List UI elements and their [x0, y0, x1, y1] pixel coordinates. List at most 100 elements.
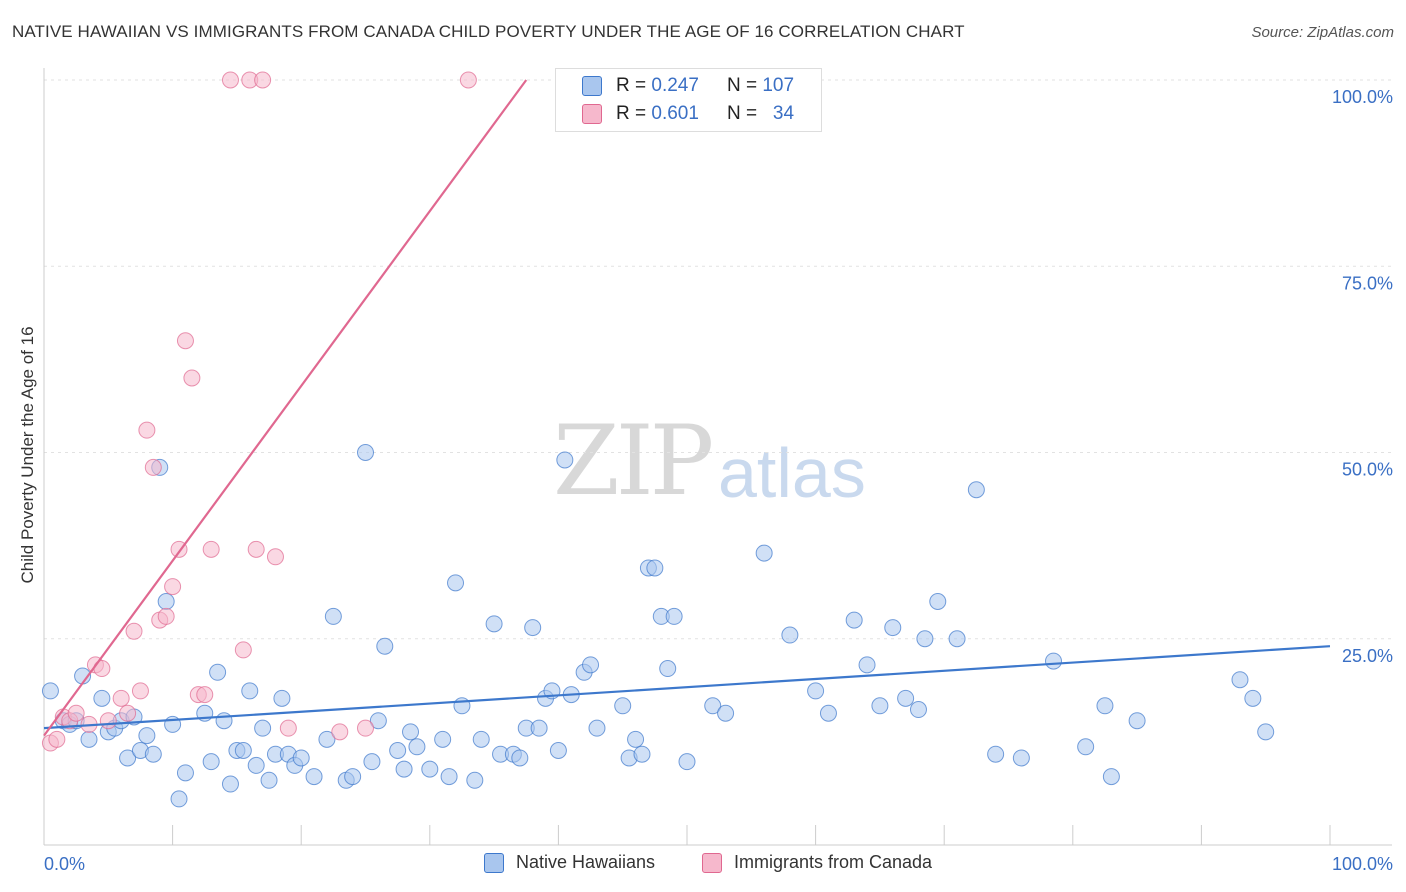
- data-point-native-hawaiians: [948, 630, 966, 648]
- legend-n-value: 34: [772, 103, 795, 124]
- data-point-native-hawaiians: [1012, 749, 1030, 767]
- data-point-native-hawaiians: [1096, 697, 1114, 715]
- data-point-native-hawaiians: [434, 730, 452, 748]
- data-point-native-hawaiians: [215, 712, 233, 730]
- data-point-native-hawaiians: [646, 559, 664, 577]
- data-point-native-hawaiians: [234, 742, 252, 759]
- data-point-native-hawaiians: [987, 745, 1005, 763]
- data-point-native-hawaiians: [717, 704, 735, 722]
- data-point-native-hawaiians: [292, 749, 310, 767]
- data-point-immigrants-from-canada: [254, 71, 272, 89]
- data-point-native-hawaiians: [254, 719, 272, 737]
- y-tick-label: 100.0%: [1332, 87, 1393, 107]
- data-point-immigrants-from-canada: [234, 641, 252, 659]
- data-point-immigrants-from-canada: [279, 719, 297, 737]
- legend-n-label: N =: [726, 103, 758, 124]
- data-point-native-hawaiians: [929, 593, 947, 610]
- data-point-native-hawaiians: [389, 742, 407, 759]
- data-point-immigrants-from-canada: [183, 369, 201, 387]
- data-point-native-hawaiians: [408, 738, 426, 756]
- data-point-native-hawaiians: [402, 723, 420, 741]
- data-point-native-hawaiians: [395, 760, 413, 778]
- data-point-native-hawaiians: [909, 701, 927, 719]
- y-tick-label: 25.0%: [1342, 646, 1393, 666]
- data-point-immigrants-from-canada: [119, 704, 137, 722]
- data-point-immigrants-from-canada: [221, 71, 239, 89]
- data-point-immigrants-from-canada: [48, 730, 66, 748]
- data-point-immigrants-from-canada: [331, 723, 349, 741]
- legend-label-native-hawaiians: Native Hawaiians: [516, 852, 656, 872]
- data-point-immigrants-from-canada: [112, 689, 130, 707]
- data-point-native-hawaiians: [665, 607, 683, 625]
- data-point-native-hawaiians: [807, 682, 825, 700]
- data-point-native-hawaiians: [247, 756, 265, 774]
- data-point-immigrants-from-canada: [157, 607, 175, 625]
- legend-label-immigrants-from-canada: Immigrants from Canada: [734, 852, 933, 872]
- x-tick-label: 0.0%: [44, 854, 85, 874]
- y-tick-label: 50.0%: [1342, 460, 1393, 480]
- data-point-immigrants-from-canada: [196, 686, 214, 704]
- data-point-native-hawaiians: [549, 742, 567, 759]
- data-point-native-hawaiians: [485, 615, 503, 633]
- watermark-zip: ZIP: [553, 405, 714, 517]
- data-point-native-hawaiians: [472, 730, 490, 748]
- data-point-immigrants-from-canada: [131, 682, 149, 700]
- data-point-immigrants-from-canada: [144, 458, 162, 476]
- data-point-native-hawaiians: [1231, 671, 1249, 689]
- data-point-immigrants-from-canada: [125, 622, 143, 640]
- data-point-native-hawaiians: [524, 619, 542, 637]
- data-point-immigrants-from-canada: [176, 332, 194, 350]
- data-point-immigrants-from-canada: [138, 421, 156, 439]
- data-point-native-hawaiians: [1077, 738, 1095, 756]
- correlation-legend: R = 0.247 N = 107 R = 0.601 N = 34: [555, 68, 822, 132]
- legend-r-value: 0.247: [651, 75, 699, 96]
- legend-r-value: 0.601: [651, 103, 699, 124]
- data-point-native-hawaiians: [447, 574, 465, 592]
- legend-swatch-blue: [582, 76, 602, 96]
- legend-swatch-pink: [582, 104, 602, 124]
- data-point-native-hawaiians: [202, 753, 220, 771]
- data-point-native-hawaiians: [440, 768, 458, 786]
- data-point-immigrants-from-canada: [99, 712, 117, 730]
- y-tick-label: 75.0%: [1342, 273, 1393, 293]
- data-point-native-hawaiians: [819, 704, 837, 722]
- data-point-immigrants-from-canada: [459, 71, 477, 89]
- data-point-native-hawaiians: [781, 626, 799, 644]
- data-point-native-hawaiians: [755, 544, 773, 562]
- data-point-native-hawaiians: [1257, 723, 1275, 741]
- data-point-native-hawaiians: [530, 719, 548, 737]
- legend-row-blue: R = 0.247 N = 107: [582, 73, 794, 99]
- data-point-immigrants-from-canada: [202, 540, 220, 558]
- source-note: Source: ZipAtlas.com: [1251, 24, 1394, 41]
- data-point-native-hawaiians: [80, 730, 98, 748]
- data-point-native-hawaiians: [1045, 652, 1063, 670]
- data-point-native-hawaiians: [633, 745, 651, 763]
- data-point-native-hawaiians: [305, 768, 323, 786]
- series-legend: Native Hawaiians Immigrants from Canada: [0, 852, 1406, 878]
- data-point-native-hawaiians: [858, 656, 876, 674]
- data-point-immigrants-from-canada: [67, 704, 85, 722]
- data-point-native-hawaiians: [157, 593, 175, 610]
- watermark-atlas: atlas: [718, 434, 866, 512]
- data-point-native-hawaiians: [1128, 712, 1146, 730]
- legend-n-value: 107: [762, 75, 795, 96]
- data-point-native-hawaiians: [614, 697, 632, 715]
- legend-n-label: N =: [726, 75, 758, 96]
- data-point-native-hawaiians: [967, 481, 985, 499]
- data-point-native-hawaiians: [324, 607, 342, 625]
- data-point-native-hawaiians: [119, 749, 137, 767]
- data-point-native-hawaiians: [41, 682, 59, 700]
- trend-line-native-hawaiians: [43, 645, 1331, 730]
- data-point-native-hawaiians: [678, 753, 696, 771]
- data-point-native-hawaiians: [1244, 689, 1262, 707]
- data-point-native-hawaiians: [627, 730, 645, 748]
- data-point-native-hawaiians: [93, 689, 111, 707]
- data-point-native-hawaiians: [916, 630, 934, 648]
- data-point-native-hawaiians: [318, 730, 336, 748]
- data-point-native-hawaiians: [260, 771, 278, 789]
- data-point-native-hawaiians: [588, 719, 606, 737]
- data-point-native-hawaiians: [376, 637, 394, 655]
- legend-row-pink: R = 0.601 N = 34: [582, 101, 794, 127]
- data-point-native-hawaiians: [170, 790, 188, 808]
- data-point-native-hawaiians: [209, 663, 227, 681]
